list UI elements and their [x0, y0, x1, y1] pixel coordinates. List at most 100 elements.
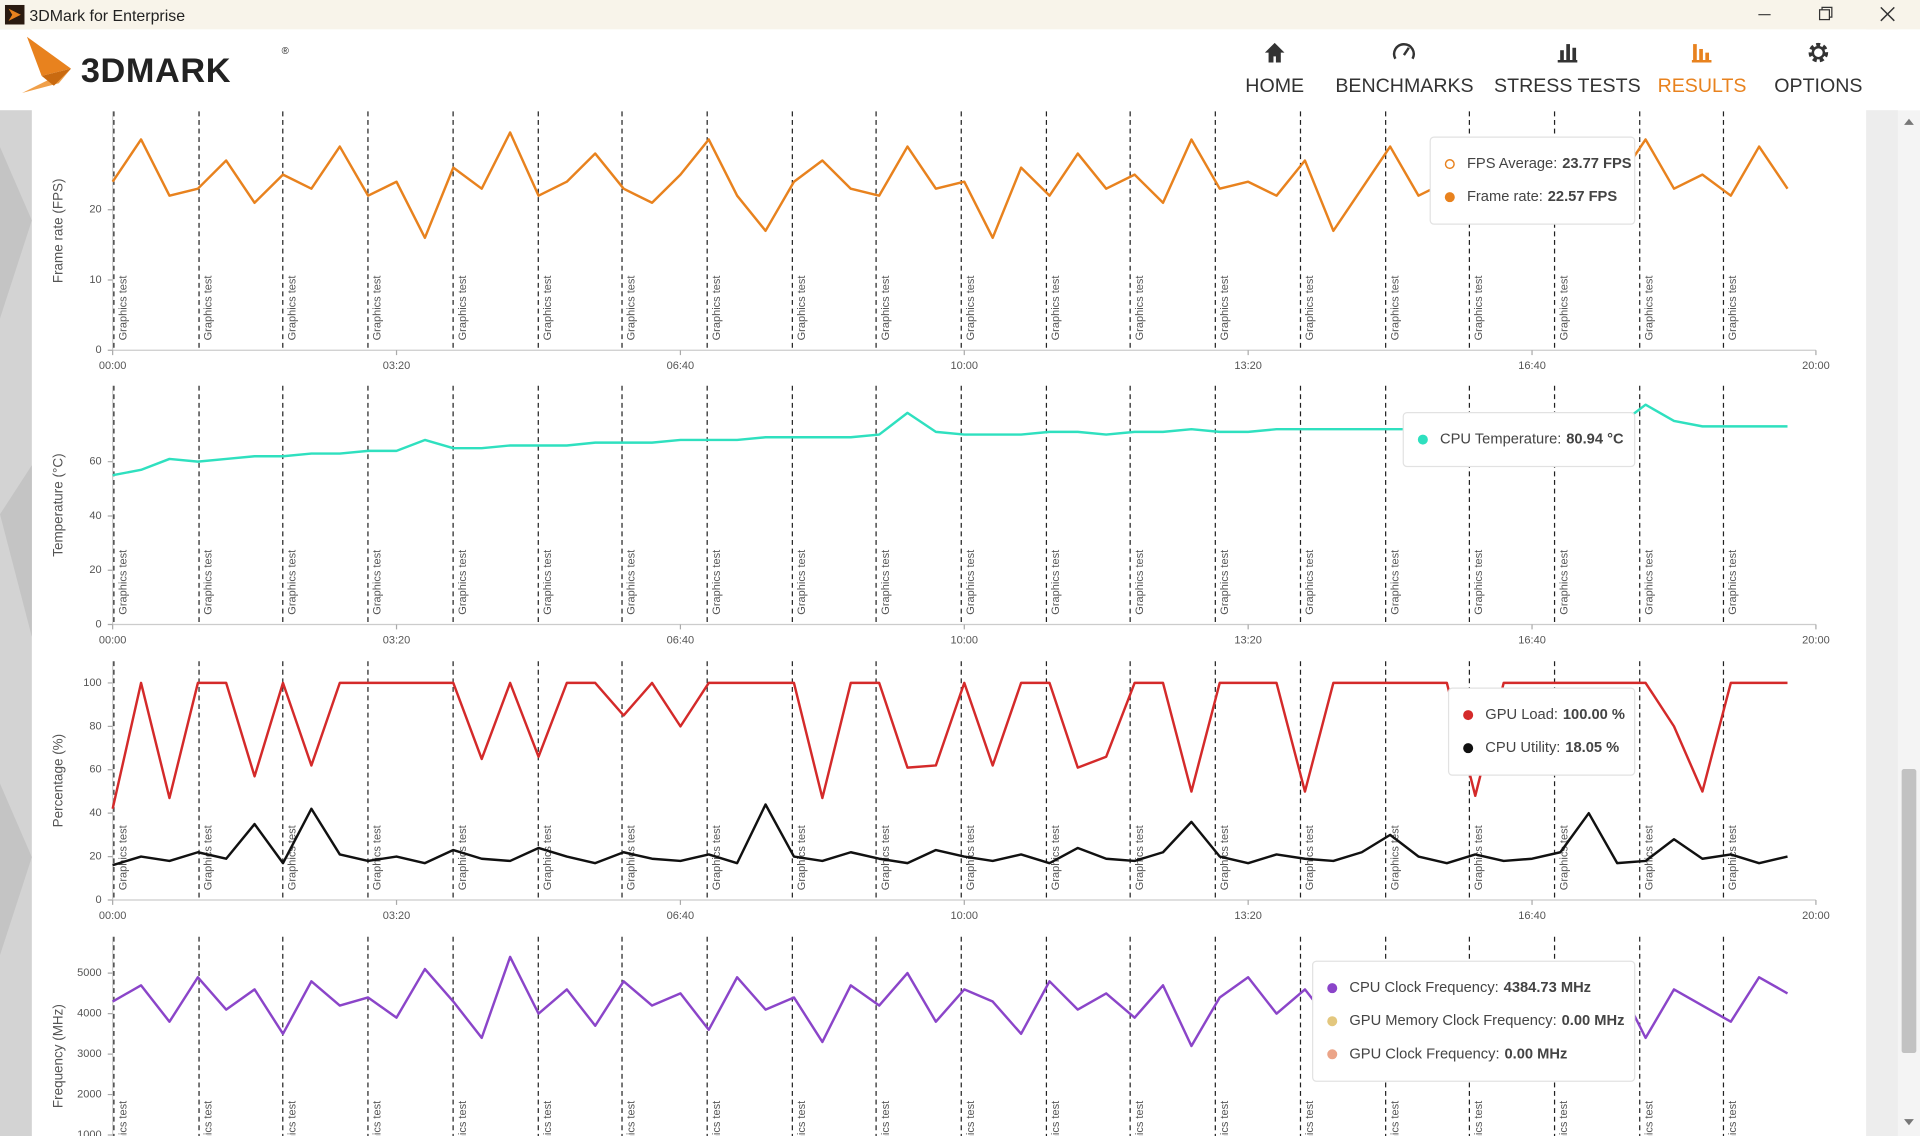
test-marker-label: Graphics test: [1050, 276, 1062, 341]
nav-label: HOME: [1245, 75, 1305, 97]
series-line: [111, 681, 1788, 810]
legend-readout: 22.57 FPS: [1548, 189, 1618, 205]
close-button[interactable]: [1880, 6, 1895, 22]
x-tick-label: 03:20: [383, 910, 411, 922]
y-axis-label: Frame rate (FPS): [50, 178, 65, 283]
x-tick-label: 10:00: [950, 360, 978, 372]
test-marker-label: Graphics test: [1389, 550, 1401, 615]
test-marker-label: Graphics test: [1727, 276, 1739, 341]
legend-box: [1312, 960, 1636, 1082]
test-marker-label: Graphics test: [965, 550, 977, 615]
restore-button[interactable]: [1818, 6, 1833, 21]
x-tick-label: 20:00: [1802, 910, 1830, 922]
test-marker-label: Graphics test: [965, 1101, 977, 1136]
legend-readout: 0.00 MHz: [1562, 1013, 1625, 1029]
scroll-up[interactable]: [1904, 118, 1914, 125]
test-marker-label: Graphics test: [965, 276, 977, 341]
legend-readout: 23.77 FPS: [1562, 156, 1632, 172]
y-tick-label: 40: [89, 807, 101, 819]
x-tick-label: 03:20: [383, 634, 411, 646]
test-marker-label: Graphics test: [457, 276, 469, 341]
legend-box: [1447, 687, 1636, 776]
right-backdrop: [1866, 0, 1898, 1136]
test-marker-label: Graphics test: [1050, 550, 1062, 615]
test-marker-label: Graphics test: [1643, 550, 1655, 615]
nav-label: OPTIONS: [1774, 75, 1863, 97]
test-marker-label: Graphics test: [880, 276, 892, 341]
legend-marker: [1444, 159, 1455, 170]
plots: Frame rate (FPS) 0 10 20 00:00 03:20 06:40 10:0…: [50, 111, 1830, 1136]
scroll-down[interactable]: [1904, 1119, 1914, 1126]
nav-item[interactable]: OPTIONS: [1774, 39, 1862, 98]
legend-marker: [1463, 743, 1474, 754]
y-tick-label: 4000: [77, 1008, 102, 1020]
test-marker-label: Graphics test: [626, 276, 638, 341]
test-marker-label: Graphics test: [118, 550, 130, 615]
test-marker-label: Graphics test: [203, 276, 215, 341]
y-tick-label: 2000: [77, 1088, 102, 1100]
legend-entry: CPU Temperature: 80.94 °C: [1440, 431, 1624, 447]
legend-marker: [1444, 192, 1455, 203]
test-marker-label: Graphics test: [1134, 550, 1146, 615]
app-header: 3DMARK ® HOME BENCHMARKS STRESS TESTS RESUL…: [0, 29, 1920, 111]
test-marker-label: Graphics test: [1304, 825, 1316, 890]
chart: Frame rate (FPS) 0 10 20 00:00 03:20 06:40 10:0…: [50, 111, 1830, 372]
nav-icon: [1393, 43, 1416, 60]
legend: GPU Load: 100.00 % CPU Utility: 18.05 %: [1447, 687, 1636, 776]
y-tick-label: 1000: [77, 1129, 102, 1136]
nav-item[interactable]: HOME: [1245, 39, 1304, 98]
test-marker-label: Graphics test: [118, 1101, 130, 1136]
test-marker-label: Graphics test: [1050, 825, 1062, 890]
test-marker-label: Graphics test: [1304, 1101, 1316, 1136]
y-tick-label: 0: [95, 618, 101, 630]
x-tick-label: 13:20: [1234, 360, 1262, 372]
logo[interactable]: 3DMARK ®: [17, 29, 335, 110]
nav-label: BENCHMARKS: [1335, 75, 1474, 97]
nav-item[interactable]: STRESS TESTS: [1494, 39, 1641, 98]
test-marker-label: Graphics test: [711, 550, 723, 615]
nav-item[interactable]: BENCHMARKS: [1335, 39, 1474, 98]
logo-mark: ®: [282, 46, 290, 57]
legend-entry: GPU Load: 100.00 %: [1485, 707, 1625, 723]
x-tick-label: 10:00: [950, 910, 978, 922]
nav-item[interactable]: RESULTS: [1658, 39, 1746, 98]
nav-icon: [1692, 44, 1712, 63]
backdrop-pattern: [0, 146, 32, 956]
legend-marker: [1417, 434, 1428, 445]
legend-entry: CPU Utility: 18.05 %: [1485, 740, 1619, 756]
test-marker-label: Graphics test: [372, 276, 384, 341]
test-marker-label: Graphics test: [118, 825, 130, 890]
test-marker-label: Graphics test: [372, 1101, 384, 1136]
logo-text: 3DMARK: [81, 52, 231, 90]
nav-icon: [1808, 42, 1829, 63]
test-marker-label: Graphics test: [1219, 276, 1231, 341]
y-tick-label: 0: [95, 894, 101, 906]
legend-readout: 0.00 MHz: [1504, 1046, 1567, 1062]
test-marker-label: Graphics test: [626, 825, 638, 890]
test-marker-label: Graphics test: [1134, 276, 1146, 341]
y-axis-label: Frequency (MHz): [50, 1004, 65, 1108]
title-bar: 3DMark for Enterprise: [0, 0, 1920, 30]
test-marker-label: Graphics test: [1473, 1101, 1485, 1136]
x-tick-label: 16:40: [1518, 360, 1546, 372]
x-tick-label: 20:00: [1802, 634, 1830, 646]
x-tick-label: 20:00: [1802, 360, 1830, 372]
test-marker-label: Graphics test: [1727, 825, 1739, 890]
y-axis-label: Percentage (%): [50, 734, 65, 827]
test-marker-label: Graphics test: [542, 1101, 554, 1136]
y-tick-label: 20: [89, 850, 101, 862]
test-marker-label: Graphics test: [1134, 1101, 1146, 1136]
test-marker-label: Graphics test: [1304, 276, 1316, 341]
y-tick-label: 100: [83, 677, 101, 689]
legend-entry: FPS Average: 23.77 FPS: [1467, 156, 1632, 172]
x-tick-label: 16:40: [1518, 634, 1546, 646]
test-marker-label: Graphics test: [880, 825, 892, 890]
test-marker-label: Graphics test: [1643, 1101, 1655, 1136]
legend-marker: [1327, 1016, 1338, 1027]
x-tick-label: 13:20: [1234, 910, 1262, 922]
test-marker-label: Graphics test: [457, 550, 469, 615]
y-tick-label: 60: [89, 764, 101, 776]
scrollbar-thumb[interactable]: [1901, 768, 1917, 1054]
